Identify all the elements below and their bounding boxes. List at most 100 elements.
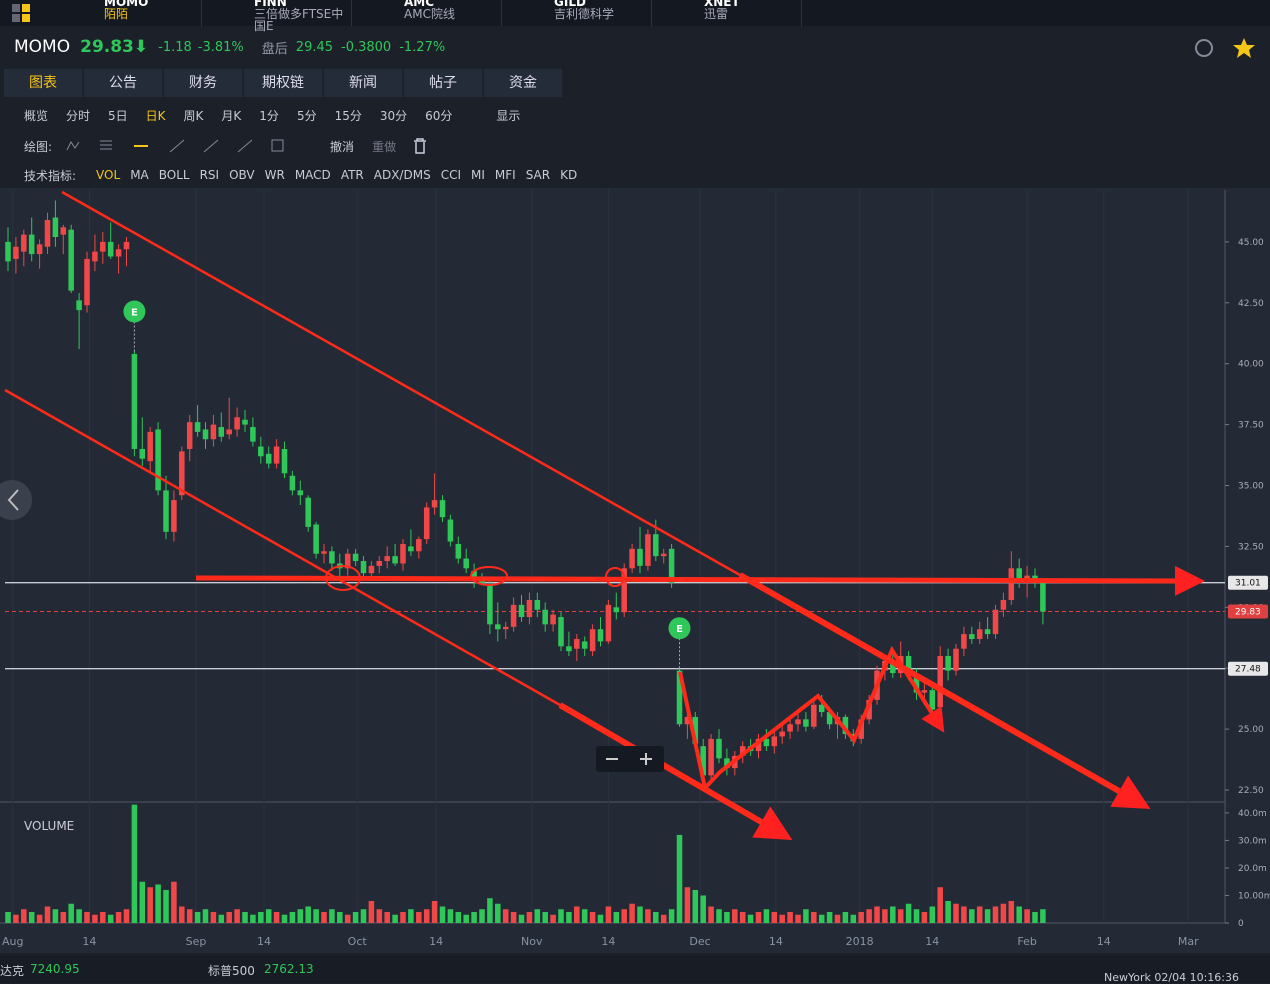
- after-label: 盘后: [261, 41, 288, 57]
- volume-bar: [242, 911, 248, 923]
- volume-bar: [637, 906, 643, 923]
- volume-bar: [52, 909, 59, 923]
- circle-mark: [605, 567, 625, 587]
- volume-bar: [115, 911, 122, 923]
- period[interactable]: 概览: [24, 108, 49, 123]
- candle-body: [929, 690, 936, 710]
- tab[interactable]: AMC AMC院线: [352, 0, 502, 26]
- y-tick-label: 45.00: [1238, 238, 1264, 248]
- menu-tab[interactable]: 资金: [484, 69, 562, 97]
- indicator[interactable]: BOLL: [158, 168, 190, 182]
- candle-body: [147, 431, 153, 462]
- side-toggle[interactable]: [0, 480, 32, 520]
- volume-bar: [100, 911, 106, 923]
- tab-code: GILD: [554, 0, 586, 9]
- candle-body: [605, 604, 612, 642]
- period[interactable]: 月K: [221, 108, 242, 123]
- indicator[interactable]: WR: [264, 168, 285, 182]
- menu-tab[interactable]: 图表: [4, 69, 82, 97]
- volume-bar: [692, 889, 699, 923]
- event-marker[interactable]: [123, 300, 146, 323]
- display-menu[interactable]: 显示: [496, 108, 521, 123]
- tab-name: AMC院线: [404, 7, 455, 21]
- candle-body: [660, 553, 667, 557]
- indicator[interactable]: SAR: [525, 168, 551, 182]
- index-name: 达克: [0, 964, 25, 978]
- zoom-control[interactable]: [596, 746, 664, 772]
- volume-bar: [897, 909, 904, 923]
- y-tick-label: 32.50: [1238, 542, 1264, 552]
- volume-bar: [84, 911, 90, 923]
- candle-body: [739, 746, 746, 756]
- candle-body: [107, 241, 114, 257]
- candle-body: [400, 543, 406, 564]
- candle-body: [732, 755, 738, 769]
- menu-tab[interactable]: 帖子: [404, 69, 482, 97]
- volume-bar: [708, 906, 714, 923]
- volume-bar: [1016, 906, 1022, 923]
- tab[interactable]: MOMO 陌陌: [52, 0, 202, 26]
- x-tick-label: 14: [257, 935, 271, 948]
- volume-bar: [92, 914, 98, 923]
- menu-tab[interactable]: 公告: [84, 69, 162, 97]
- period[interactable]: 30分: [379, 108, 408, 123]
- volume-bar: [218, 914, 225, 923]
- volume-bar: [123, 909, 130, 923]
- indicator[interactable]: KD: [560, 168, 578, 182]
- candle-body: [613, 607, 620, 613]
- menu-tab[interactable]: 财务: [164, 69, 242, 97]
- y-tick-label: 30.00: [1238, 603, 1264, 613]
- indicator[interactable]: OBV: [229, 168, 255, 182]
- volume-bar: [13, 914, 19, 923]
- draw-tools[interactable]: [62, 136, 302, 156]
- indicator[interactable]: ATR: [340, 168, 364, 182]
- tab[interactable]: XNET 迅雷: [652, 0, 802, 26]
- period[interactable]: 5日: [108, 108, 128, 123]
- volume-bar: [597, 914, 604, 923]
- x-tick-label: Dec: [689, 935, 710, 948]
- menu-tab[interactable]: 新闻: [324, 69, 402, 97]
- zoom-icons: [606, 753, 652, 765]
- tab[interactable]: FINN 三倍做多FTSE中国E: [202, 0, 352, 32]
- indicator[interactable]: RSI: [199, 168, 220, 182]
- candle-body: [747, 746, 754, 752]
- volume-bar: [755, 911, 762, 923]
- redo[interactable]: 重做: [372, 139, 397, 154]
- header-icons[interactable]: [1192, 36, 1262, 60]
- indicator[interactable]: MFI: [494, 168, 516, 182]
- indicator[interactable]: VOL: [96, 168, 121, 182]
- period[interactable]: 5分: [296, 108, 317, 123]
- volume-bar: [258, 911, 264, 923]
- undo[interactable]: 撤消: [330, 139, 355, 154]
- tab[interactable]: GILD 吉利德科学: [502, 0, 652, 26]
- period[interactable]: 1分: [259, 108, 279, 123]
- quote-header: MOMO 29.83⬇ -1.18 -3.81% 盘后 29.45 -0.380…: [0, 30, 1270, 64]
- candle-body: [115, 249, 122, 257]
- volume-bar: [574, 906, 580, 923]
- volume-bar: [953, 903, 959, 923]
- volume-bar: [194, 911, 201, 923]
- volume-bar: [416, 911, 422, 923]
- volume-bar: [337, 911, 343, 923]
- indicator[interactable]: MI: [471, 168, 485, 182]
- indicator[interactable]: MA: [130, 168, 149, 182]
- candle-body: [566, 646, 572, 652]
- candle-body: [684, 716, 691, 725]
- volume-bar: [107, 914, 114, 923]
- indicator[interactable]: ADX/DMS: [373, 168, 431, 182]
- volume-bar: [1040, 909, 1046, 923]
- volume-bar: [684, 887, 691, 923]
- menu-tab[interactable]: 期权链: [244, 69, 322, 97]
- period[interactable]: 15分: [334, 108, 362, 123]
- indicator[interactable]: CCI: [440, 168, 461, 182]
- period[interactable]: 周K: [183, 108, 204, 123]
- event-marker[interactable]: [668, 617, 691, 640]
- period[interactable]: 分时: [66, 108, 91, 123]
- period[interactable]: 60分: [425, 108, 453, 123]
- candle-body: [13, 246, 19, 259]
- candle-body: [874, 670, 880, 700]
- trash-icon[interactable]: [410, 136, 430, 156]
- period[interactable]: 日K: [145, 108, 166, 123]
- indicator[interactable]: MACD: [294, 168, 331, 182]
- volume-bar: [273, 911, 280, 923]
